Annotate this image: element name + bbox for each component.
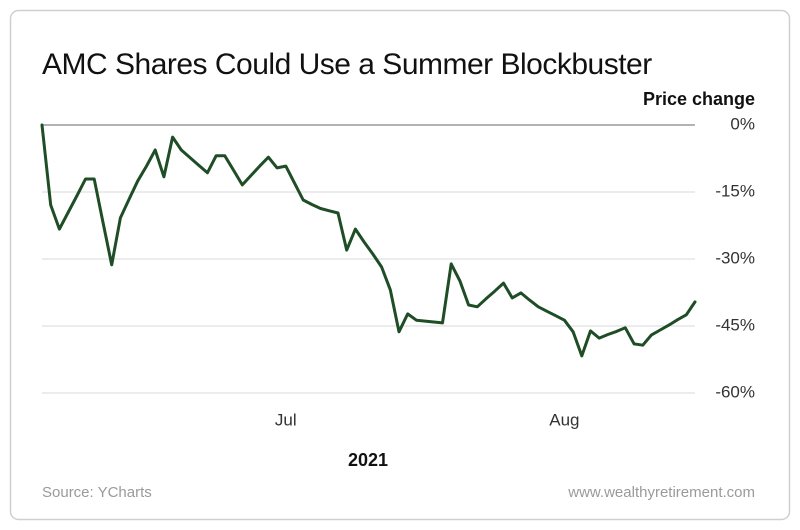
source: Source: YCharts xyxy=(42,484,152,501)
y-tick-label: 0% xyxy=(730,114,755,133)
x-tick-label: Aug xyxy=(549,410,579,429)
frame xyxy=(9,9,791,521)
chart-title: AMC Shares Could Use a Summer Blockbuste… xyxy=(42,48,652,81)
x-axis-label: 2021 xyxy=(348,450,388,470)
data-line xyxy=(40,123,697,358)
credit: www.wealthyretirement.com xyxy=(567,484,755,501)
x-tick-label: Jul xyxy=(275,410,297,429)
y-tick-label: -60% xyxy=(715,382,755,401)
y-tick-label: -15% xyxy=(715,181,755,200)
y-tick-label: -45% xyxy=(715,315,755,334)
y-axis-label: Price change xyxy=(643,89,755,109)
y-tick-label: -30% xyxy=(715,248,755,267)
